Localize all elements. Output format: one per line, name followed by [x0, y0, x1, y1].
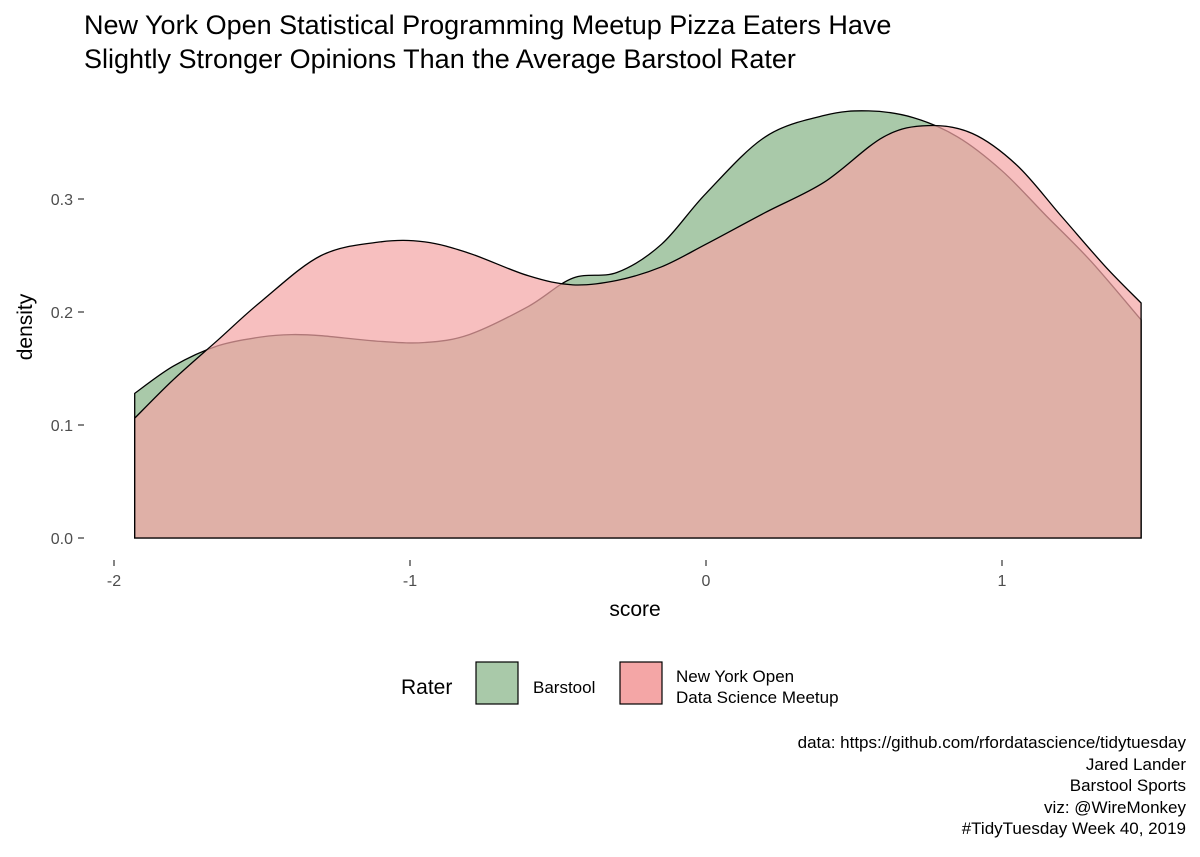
y-axis: 0.0 0.1 0.2 0.3	[51, 192, 84, 548]
density-area-nyc-meetup	[134, 124, 1142, 539]
y-tick-label: 0.0	[51, 531, 73, 548]
density-areas	[134, 110, 1142, 539]
x-tick-label: 0	[702, 573, 711, 590]
x-axis-title: score	[609, 598, 660, 621]
y-axis-title: density	[14, 293, 37, 360]
legend-label-barstool: Barstool	[533, 678, 595, 697]
y-tick-label: 0.2	[51, 305, 73, 322]
y-tick-label: 0.3	[51, 192, 73, 209]
x-tick-label: -2	[107, 573, 121, 590]
caption-line: data: https://github.com/rfordatascience…	[797, 733, 1186, 752]
y-tick-label: 0.1	[51, 418, 73, 435]
caption: data: https://github.com/rfordatascience…	[798, 732, 1186, 840]
legend-label-nyc-meetup: New York Open Data Science Meetup	[676, 667, 839, 707]
x-tick-label: 1	[998, 573, 1007, 590]
x-axis: -2 -1 0 1	[107, 560, 1007, 590]
chart-title-line-1: New York Open Statistical Programming Me…	[84, 10, 892, 40]
caption-line: #TidyTuesday Week 40, 2019	[961, 819, 1186, 838]
legend-label-line: New York Open	[676, 667, 794, 686]
caption-line: viz: @WireMonkey	[1044, 797, 1186, 817]
legend-key-nyc-meetup	[619, 661, 663, 705]
legend-label-line: Data Science Meetup	[676, 688, 839, 707]
legend-key-barstool	[475, 661, 519, 705]
legend: Rater Barstool New York Open Data Science…	[401, 661, 839, 707]
caption-line: Barstool Sports	[1069, 776, 1186, 795]
plot-panel: 0.0 0.1 0.2 0.3 -2 -1 0 1	[51, 110, 1142, 590]
chart-title-line-2: Slightly Stronger Opinions Than the Aver…	[84, 44, 796, 74]
x-tick-label: -1	[403, 573, 417, 590]
legend-title: Rater	[401, 676, 452, 699]
caption-line: Jared Lander	[1085, 754, 1186, 774]
chart-title: New York Open Statistical Programming Me…	[84, 8, 891, 76]
